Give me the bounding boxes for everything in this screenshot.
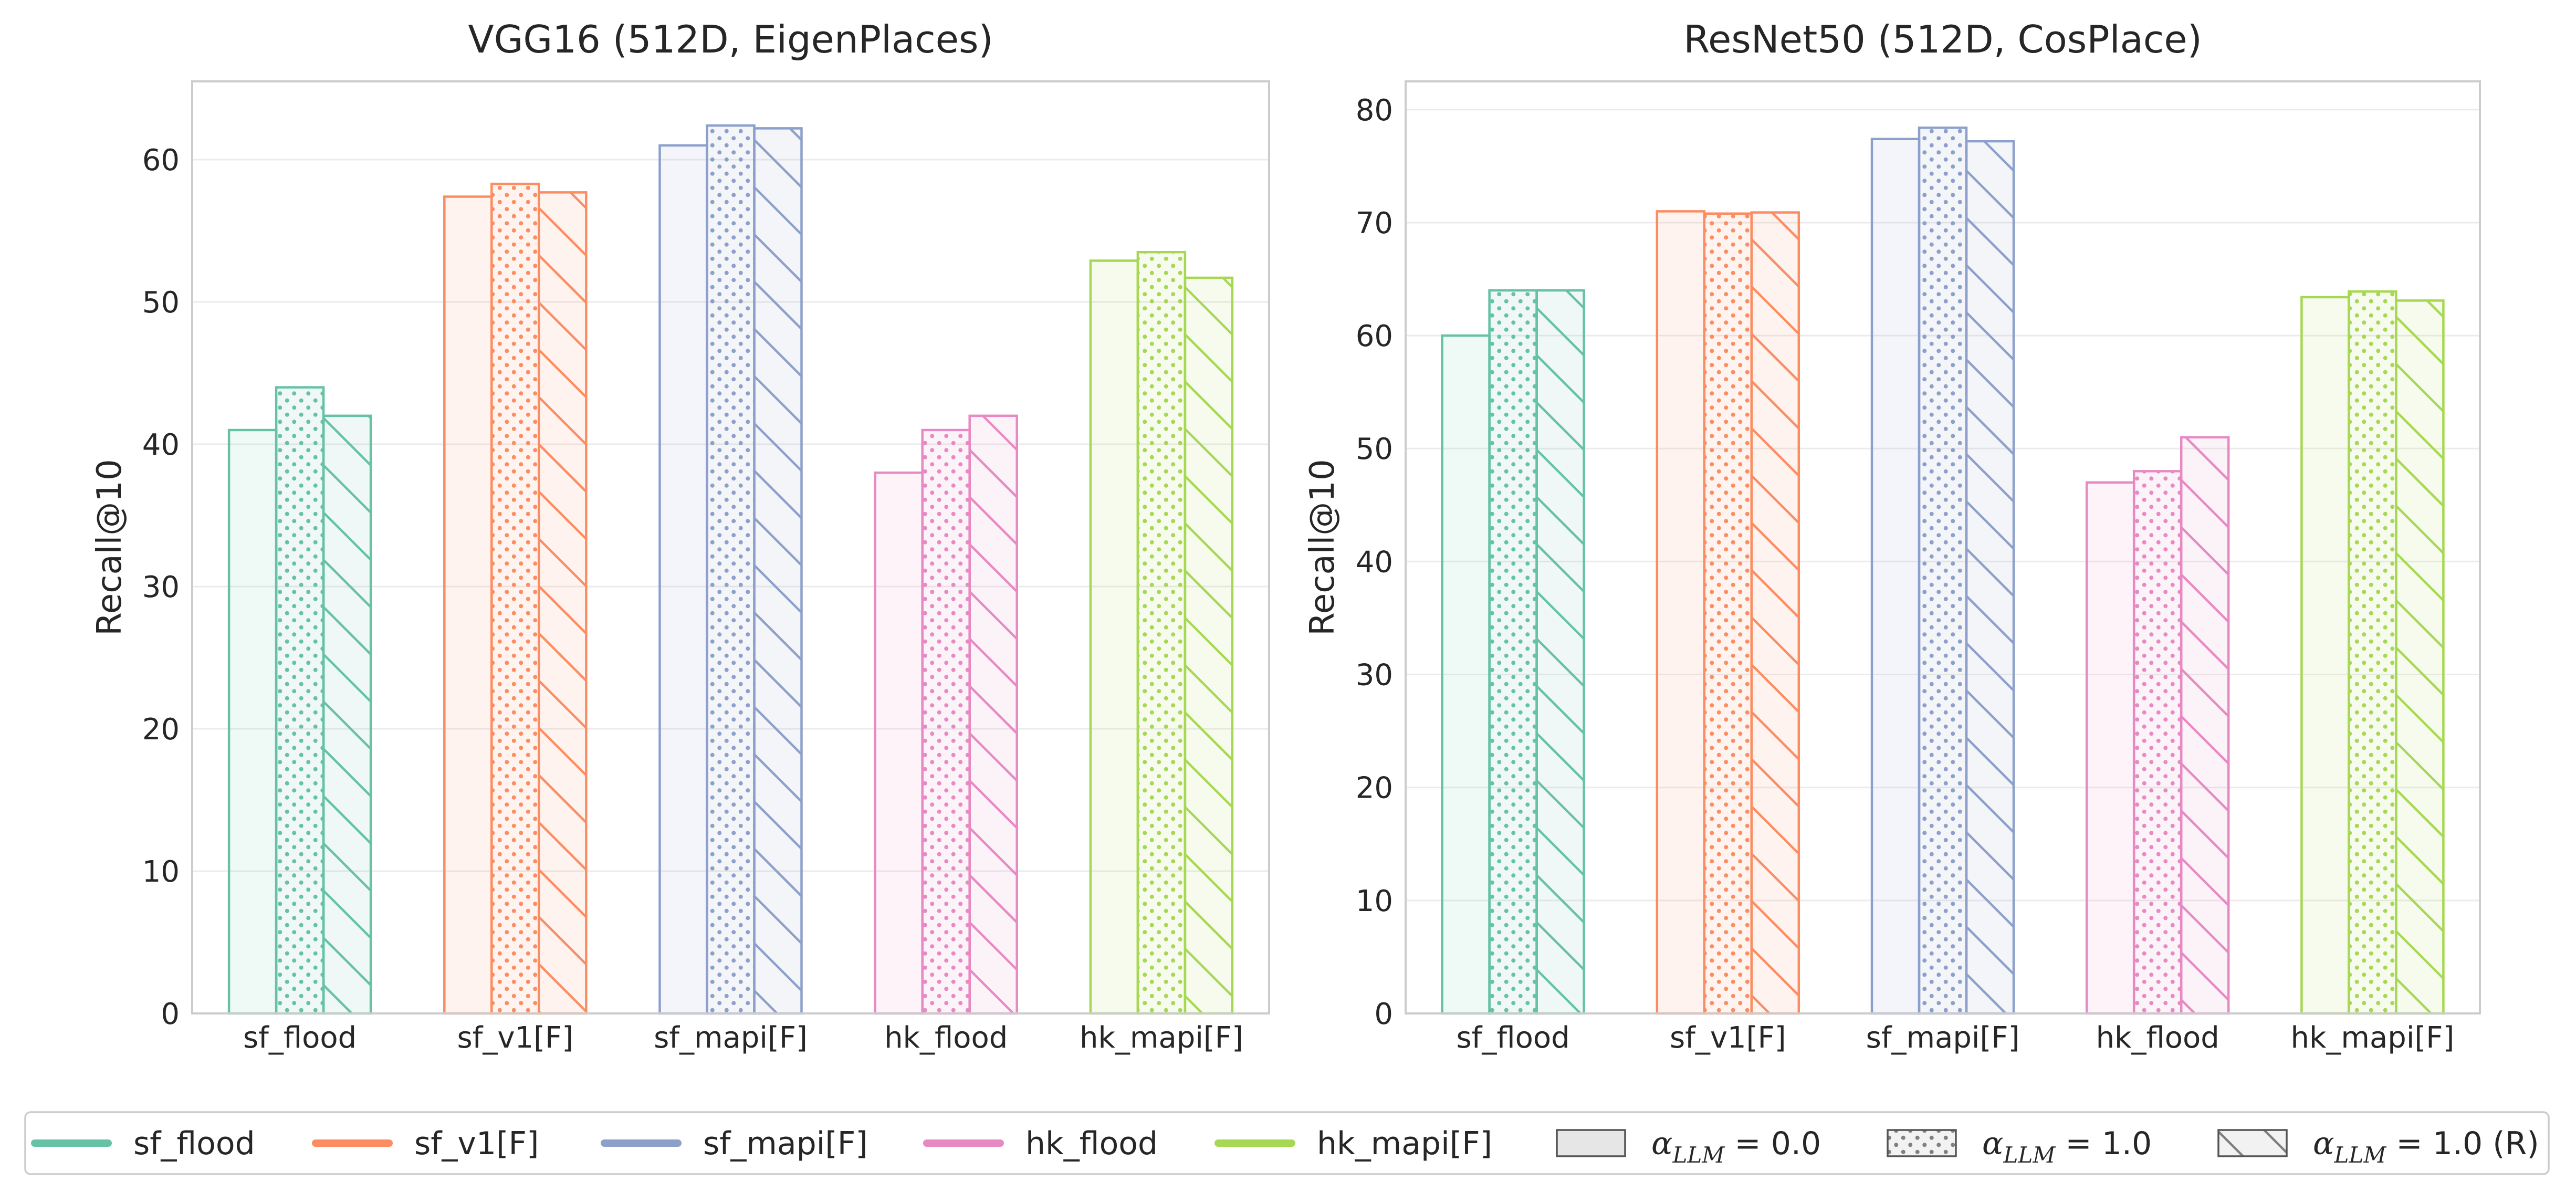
y-tick-label: 60 [1356, 319, 1393, 353]
x-tick-label: sf_mapi[F] [1866, 1021, 2020, 1055]
y-tick-label: 0 [1374, 997, 1393, 1031]
legend-label: αLLM = 1.0 (R) [2313, 1125, 2539, 1168]
bar-sf-v1-f-3 [1750, 211, 1800, 1015]
legend-swatch [2217, 1129, 2288, 1157]
bar-sf-flood-2 [275, 386, 325, 1015]
legend-item-hk-mapi-f: hk_mapi[F] [1214, 1125, 1492, 1162]
y-tick-label: 30 [142, 570, 180, 604]
bar-hk-flood-3 [968, 414, 1018, 1015]
bar-hk-mapi-f-2 [2348, 290, 2397, 1015]
bar-sf-v1-f-1 [1656, 210, 1706, 1015]
legend-item-sf-flood: sf_flood [31, 1125, 255, 1162]
bar-sf-mapi-f-2 [706, 124, 756, 1015]
x-tick-label: sf_v1[F] [457, 1021, 574, 1055]
x-tick-label: hk_mapi[F] [2290, 1021, 2454, 1055]
legend-swatch [1556, 1129, 1626, 1157]
y-tick-label: 10 [1356, 884, 1393, 918]
bar-hk-mapi-f-2 [1136, 250, 1187, 1015]
bar-hk-mapi-f-1 [1089, 259, 1139, 1015]
y-tick-label: 30 [1356, 658, 1393, 693]
y-tick-label: 50 [142, 286, 180, 320]
y-tick-label: 50 [1356, 432, 1393, 466]
y-axis-label: Recall@10 [1303, 459, 1342, 635]
bar-hk-mapi-f-3 [2395, 299, 2445, 1015]
legend-label: αLLM = 0.0 [1651, 1125, 1821, 1168]
x-tick-label: hk_flood [884, 1021, 1008, 1055]
x-tick-label: sf_v1[F] [1670, 1021, 1786, 1055]
y-tick-label: 0 [161, 997, 180, 1031]
x-tick-label: sf_flood [1456, 1021, 1569, 1055]
bar-hk-flood-1 [874, 471, 924, 1015]
bar-hk-mapi-f-3 [1184, 276, 1234, 1015]
legend-label: αLLM = 1.0 [1982, 1125, 2152, 1168]
chart-title: VGG16 (512D, EigenPlaces) [468, 17, 993, 61]
bar-hk-flood-2 [921, 428, 971, 1015]
bar-sf-v1-f-3 [538, 191, 588, 1015]
chart-panel-1: sf_flood sf_v1[F] sf_mapi[F] hk_flood hk_map… [90, 17, 1270, 1055]
x-tick-label: hk_flood [2096, 1021, 2219, 1055]
chart-panel-2: sf_flood sf_v1[F] sf_mapi[F] hk_flood hk_map… [1303, 17, 2481, 1055]
bar-sf-mapi-f-3 [753, 127, 803, 1015]
x-tick-label: hk_mapi[F] [1080, 1021, 1243, 1055]
bar-sf-v1-f-1 [443, 195, 493, 1015]
bar-sf-mapi-f-1 [658, 144, 708, 1015]
x-tick-label: sf_flood [243, 1021, 357, 1055]
bar-hk-flood-3 [2180, 436, 2230, 1015]
bar-sf-flood-1 [227, 428, 278, 1015]
bar-sf-v1-f-2 [490, 182, 540, 1015]
legend-item-alpha-3: αLLM = 1.0 (R) [2217, 1125, 2539, 1168]
bar-sf-flood-3 [322, 414, 372, 1015]
bar-sf-mapi-f-2 [1918, 126, 1968, 1015]
chart-title: ResNet50 (512D, CosPlace) [1683, 17, 2202, 61]
legend-swatch [1887, 1129, 1957, 1157]
bar-hk-mapi-f-1 [2300, 296, 2350, 1015]
legend-item-sf-v1-f: sf_v1[F] [312, 1125, 539, 1162]
legend-item-sf-mapi-f: sf_mapi[F] [601, 1125, 868, 1162]
bar-sf-flood-3 [1535, 289, 1585, 1015]
y-tick-label: 70 [1356, 206, 1393, 240]
legend-item-hk-flood: hk_flood [923, 1125, 1158, 1162]
legend-label: hk_mapi[F] [1317, 1125, 1492, 1162]
x-tick-label: sf_mapi[F] [654, 1021, 808, 1055]
bar-sf-mapi-f-3 [1965, 140, 2015, 1015]
bar-hk-flood-2 [2132, 470, 2183, 1015]
y-axis-label: Recall@10 [90, 459, 129, 635]
bar-sf-flood-2 [1488, 289, 1538, 1015]
y-tick-label: 60 [142, 143, 180, 177]
plot-frame [191, 80, 1270, 1014]
bar-sf-mapi-f-1 [1870, 138, 1921, 1015]
legend-label: sf_mapi[F] [703, 1125, 868, 1162]
legend-label: hk_flood [1025, 1125, 1158, 1162]
legend-item-alpha-2: αLLM = 1.0 [1887, 1125, 2152, 1168]
legend: sf_flood sf_v1[F] sf_mapi[F] hk_flood hk_map… [24, 1111, 2550, 1175]
y-tick-label: 40 [142, 428, 180, 462]
bar-hk-flood-1 [2085, 481, 2135, 1015]
legend-label: sf_v1[F] [414, 1125, 539, 1162]
bar-sf-flood-1 [1441, 334, 1491, 1015]
y-tick-label: 20 [1356, 771, 1393, 806]
bar-sf-v1-f-2 [1703, 212, 1753, 1015]
legend-item-alpha-1: αLLM = 0.0 [1556, 1125, 1821, 1168]
y-tick-label: 80 [1356, 93, 1393, 128]
plot-frame [1405, 80, 2481, 1014]
legend-label: sf_flood [133, 1125, 255, 1162]
y-tick-label: 40 [1356, 545, 1393, 579]
y-tick-label: 20 [142, 713, 180, 747]
y-tick-label: 10 [142, 855, 180, 889]
